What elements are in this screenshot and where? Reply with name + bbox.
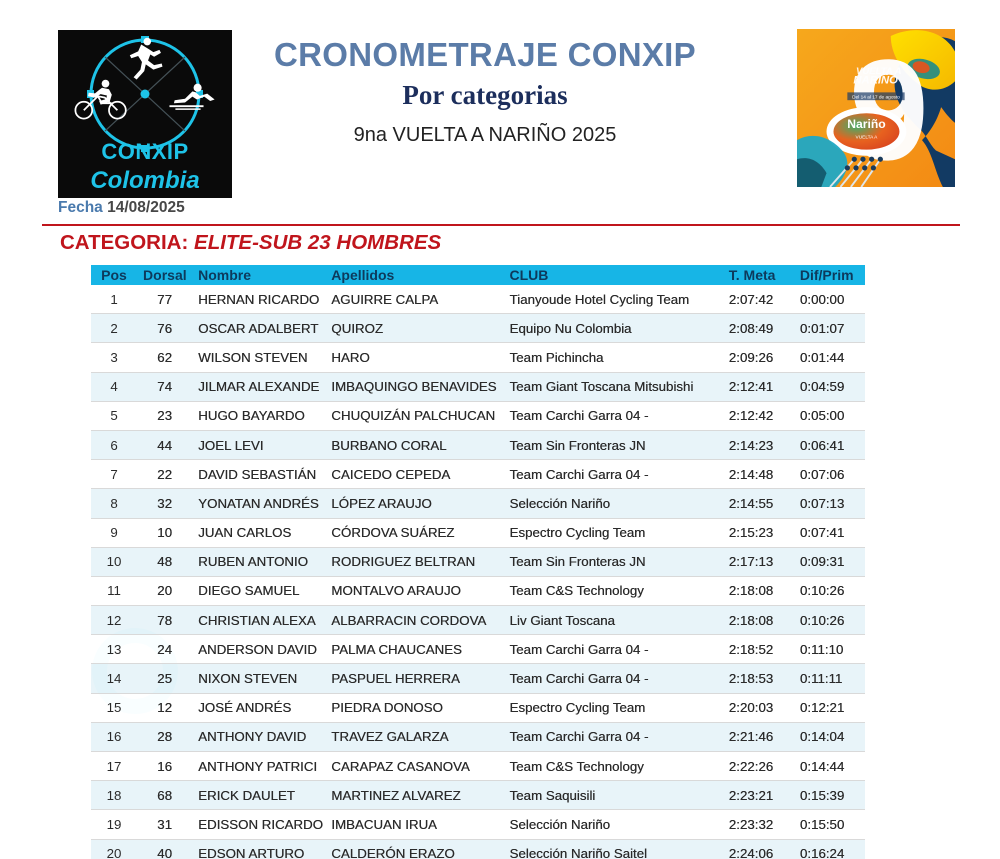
svg-text:VUELTA A: VUELTA A (856, 134, 879, 140)
svg-text:Del 14 al 17 de agosto: Del 14 al 17 de agosto (852, 94, 900, 100)
svg-text:Colombia: Colombia (90, 167, 199, 194)
svg-text:CONXIP: CONXIP (101, 139, 188, 164)
svg-text:Nariño: Nariño (847, 117, 885, 131)
svg-text:NARIÑO: NARIÑO (853, 74, 898, 87)
